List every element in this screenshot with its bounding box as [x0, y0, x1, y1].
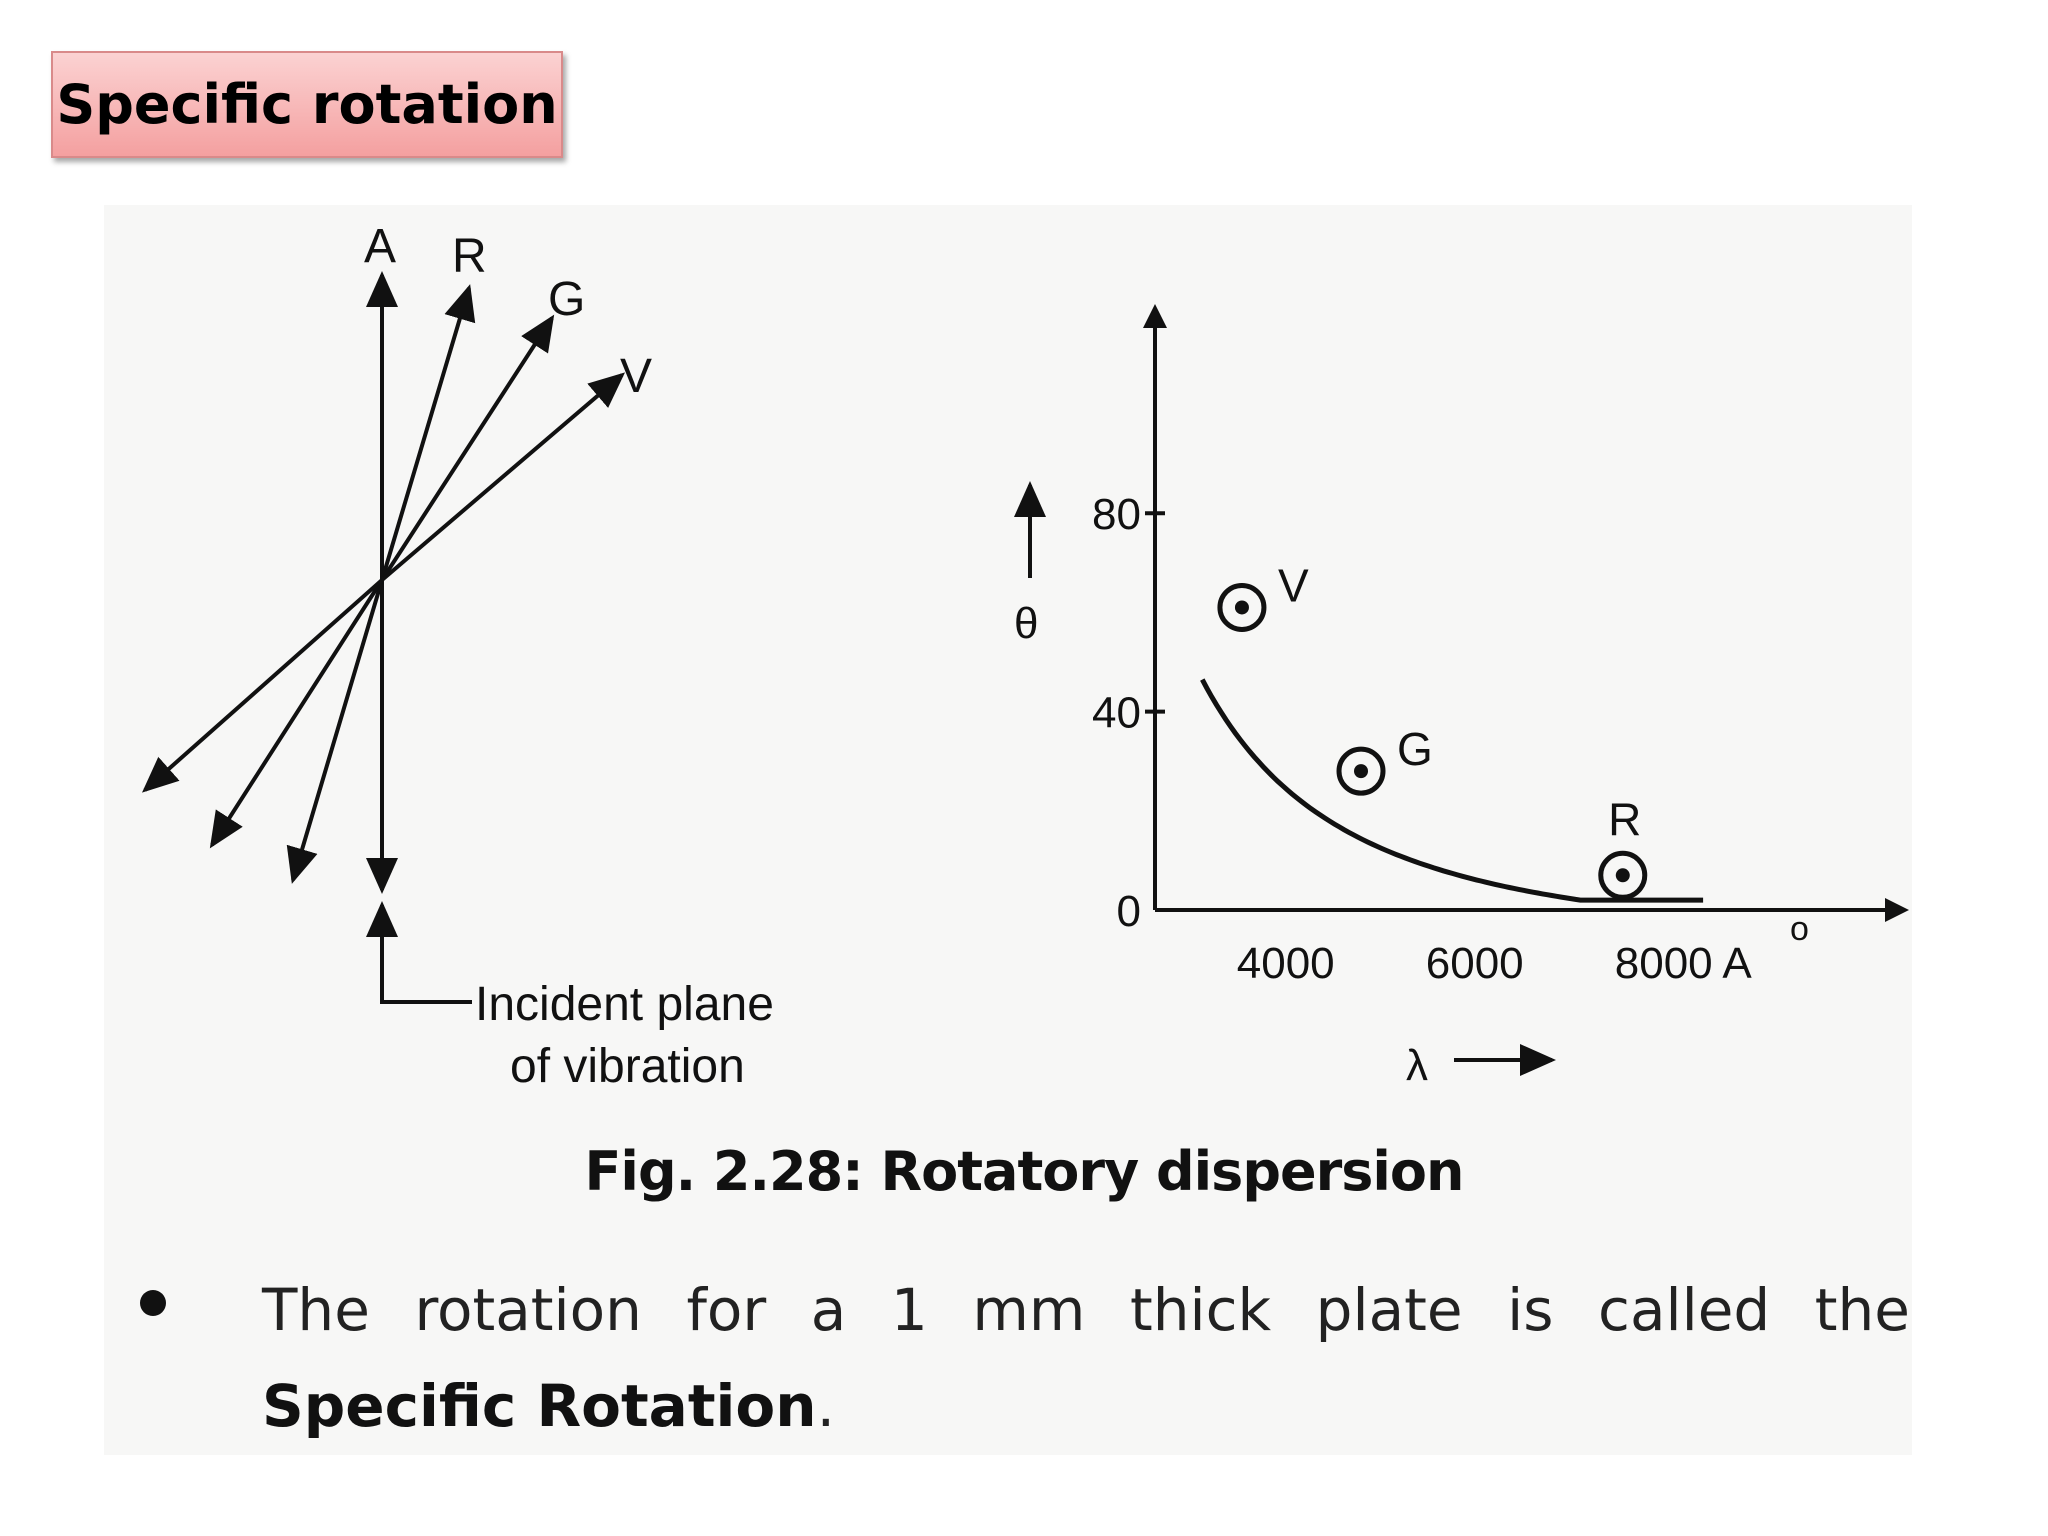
point-label-G: G: [1397, 723, 1433, 775]
point-label-R: R: [1608, 793, 1641, 845]
rotation-vector-diagram: [142, 271, 626, 1004]
point-dot-R: [1615, 868, 1630, 883]
point-dot-V: [1234, 600, 1249, 615]
bullet-icon: [140, 1290, 166, 1316]
bullet-text-line2: Specific Rotation.: [262, 1358, 1910, 1454]
incident-label-line2: of vibration: [510, 1040, 745, 1093]
vector-R-lower: [286, 579, 384, 884]
incident-leader: [380, 1000, 472, 1004]
point-ring-V: [1217, 582, 1267, 632]
dispersion-chart: 0 40 80 4000 6000 8000 A V G R θ λ o: [1014, 304, 1909, 1090]
y-axis-label: θ: [1014, 599, 1038, 648]
bullet-period: .: [816, 1372, 836, 1440]
incident-label-line1: Incident plane: [475, 978, 774, 1031]
y-tick-label: 80: [1092, 490, 1141, 539]
scanned-figure-background: [104, 205, 1912, 1455]
point-ring-G: [1336, 746, 1386, 796]
vector-V-lower: [142, 578, 384, 793]
x-axis-label: λ: [1406, 1041, 1428, 1090]
slide-title-text: Specific rotation: [56, 73, 558, 136]
x-tick-label: 8000 A: [1615, 939, 1753, 988]
dispersion-curve: [1200, 678, 1704, 903]
label-V: V: [620, 350, 652, 403]
label-A: A: [364, 220, 396, 273]
y-tick-label: 40: [1092, 689, 1141, 738]
label-G: G: [548, 273, 585, 326]
bullet-text-line1: The rotation for a 1 mm thick plate is c…: [262, 1276, 1910, 1344]
slide-title: Specific rotation: [51, 51, 563, 158]
angstrom-mark: o: [1790, 910, 1809, 948]
point-ring-R: [1598, 850, 1648, 900]
figure-caption: Fig. 2.28: Rotatory dispersion: [584, 1140, 1465, 1203]
vector-G-lower: [209, 578, 384, 849]
x-tick-label: 4000: [1237, 939, 1335, 988]
x-tick-label: 6000: [1426, 939, 1524, 988]
vector-V: [380, 372, 626, 582]
vector-G: [380, 314, 555, 582]
label-R: R: [452, 230, 487, 283]
point-label-V: V: [1278, 559, 1309, 611]
vector-R: [380, 284, 476, 581]
bullet-bold-term: Specific Rotation: [262, 1372, 817, 1440]
point-dot-G: [1354, 764, 1369, 779]
y-tick-label: 0: [1117, 887, 1141, 936]
